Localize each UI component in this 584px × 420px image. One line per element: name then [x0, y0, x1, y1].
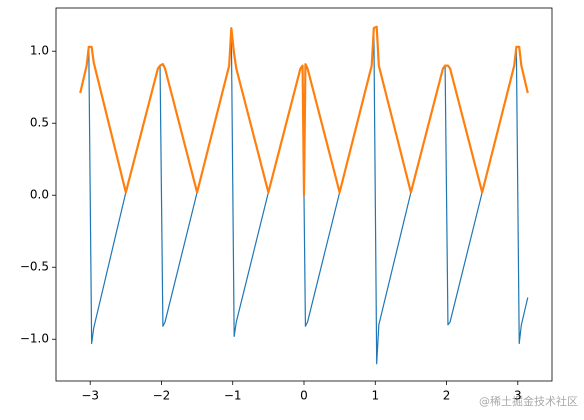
- plot-frame: [55, 7, 553, 382]
- x-tick-label: −3: [81, 389, 99, 403]
- watermark: @稀土掘金技术社区: [479, 394, 578, 408]
- x-tick-label: 1: [371, 389, 379, 403]
- y-tick-label: −1.0: [20, 332, 49, 346]
- y-tick-label: 0.5: [30, 116, 49, 130]
- y-tick-label: 0.0: [30, 188, 49, 202]
- y-tick-label: 1.0: [30, 44, 49, 58]
- x-tick-label: 2: [443, 389, 451, 403]
- line: [79, 25, 529, 197]
- x-tick-label: −1: [224, 389, 242, 403]
- x-tick-label: 0: [300, 389, 308, 403]
- x-tick-label: −2: [153, 389, 171, 403]
- x-tick-label: 3: [514, 389, 522, 403]
- y-tick-label: −0.5: [20, 260, 49, 274]
